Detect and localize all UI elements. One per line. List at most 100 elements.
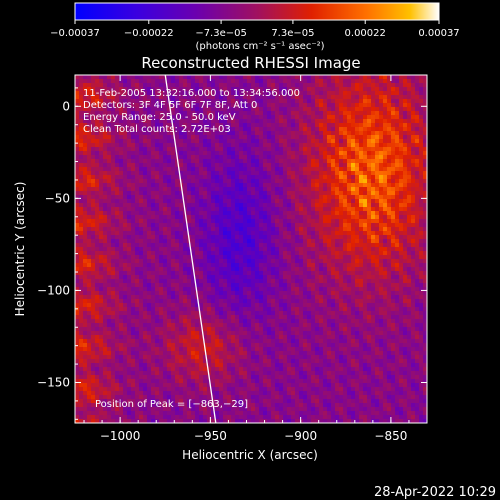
heatmap-cell xyxy=(223,171,227,175)
heatmap-cell xyxy=(199,231,203,235)
heatmap-cell xyxy=(151,247,155,251)
heatmap-cell xyxy=(155,287,159,291)
heatmap-cell xyxy=(411,263,415,267)
heatmap-cell xyxy=(303,103,307,107)
heatmap-cell xyxy=(123,91,127,95)
heatmap-cell xyxy=(315,279,319,283)
heatmap-cell xyxy=(151,175,155,179)
heatmap-cell xyxy=(119,275,123,279)
heatmap-cell xyxy=(299,203,303,207)
heatmap-cell xyxy=(415,291,419,295)
heatmap-cell xyxy=(191,123,195,127)
heatmap-cell xyxy=(395,243,399,247)
heatmap-cell xyxy=(135,291,139,295)
heatmap-cell xyxy=(103,299,107,303)
heatmap-cell xyxy=(399,287,403,291)
heatmap-cell xyxy=(147,243,151,247)
heatmap-cell xyxy=(371,111,375,115)
heatmap-cell xyxy=(163,235,167,239)
heatmap-cell xyxy=(391,215,395,219)
heatmap-cell xyxy=(211,119,215,123)
heatmap-cell xyxy=(415,271,419,275)
heatmap-cell xyxy=(251,159,255,163)
heatmap-cell xyxy=(91,211,95,215)
heatmap-cell xyxy=(143,239,147,243)
heatmap-cell xyxy=(263,123,267,127)
heatmap-cell xyxy=(343,207,347,211)
heatmap-cell xyxy=(227,111,231,115)
heatmap-cell xyxy=(271,151,275,155)
heatmap-cell xyxy=(287,183,291,187)
heatmap-cell xyxy=(255,207,259,211)
heatmap-cell xyxy=(295,287,299,291)
heatmap-cell xyxy=(311,167,315,171)
heatmap-cell xyxy=(207,79,211,83)
heatmap-cell xyxy=(347,231,351,235)
heatmap-cell xyxy=(263,187,267,191)
heatmap-cell xyxy=(235,147,239,151)
heatmap-cell xyxy=(399,167,403,171)
heatmap-cell xyxy=(111,83,115,87)
heatmap-cell xyxy=(379,115,383,119)
heatmap-cell xyxy=(171,175,175,179)
heatmap-cell xyxy=(131,295,135,299)
heatmap-cell xyxy=(179,211,183,215)
heatmap-cell xyxy=(403,263,407,267)
heatmap-cell xyxy=(231,263,235,267)
heatmap-cell xyxy=(159,199,163,203)
heatmap-cell xyxy=(267,159,271,163)
heatmap-cell xyxy=(111,111,115,115)
heatmap-cell xyxy=(143,103,147,107)
heatmap-cell xyxy=(367,143,371,147)
heatmap-cell xyxy=(147,239,151,243)
heatmap-cell xyxy=(95,131,99,135)
heatmap-cell xyxy=(147,255,151,259)
heatmap-cell xyxy=(163,179,167,183)
heatmap-cell xyxy=(187,287,191,291)
heatmap-cell xyxy=(263,291,267,295)
heatmap-cell xyxy=(195,119,199,123)
heatmap-cell xyxy=(391,195,395,199)
heatmap-cell xyxy=(111,139,115,143)
heatmap-cell xyxy=(183,103,187,107)
heatmap-cell xyxy=(75,195,79,199)
heatmap-cell xyxy=(127,179,131,183)
heatmap-cell xyxy=(315,83,319,87)
heatmap-cell xyxy=(303,139,307,143)
colorbar-tick-label: −0.00037 xyxy=(50,28,100,39)
heatmap-cell xyxy=(247,235,251,239)
heatmap-cell xyxy=(163,243,167,247)
heatmap-cell xyxy=(111,203,115,207)
heatmap-cell xyxy=(267,255,271,259)
heatmap-cell xyxy=(407,247,411,251)
heatmap-cell xyxy=(79,155,83,159)
heatmap-cell xyxy=(159,191,163,195)
heatmap-cell xyxy=(191,287,195,291)
heatmap-cell xyxy=(411,247,415,251)
heatmap-cell xyxy=(211,163,215,167)
heatmap-cell xyxy=(367,295,371,299)
heatmap-cell xyxy=(367,131,371,135)
heatmap-cell xyxy=(271,107,275,111)
heatmap-cell xyxy=(91,223,95,227)
heatmap-cell xyxy=(259,103,263,107)
heatmap-cell xyxy=(359,191,363,195)
heatmap-cell xyxy=(191,271,195,275)
heatmap-cell xyxy=(255,283,259,287)
heatmap-cell xyxy=(211,87,215,91)
heatmap-cell xyxy=(87,183,91,187)
heatmap-cell xyxy=(407,239,411,243)
heatmap-cell xyxy=(163,83,167,87)
heatmap-cell xyxy=(407,263,411,267)
heatmap-cell xyxy=(215,283,219,287)
heatmap-cell xyxy=(371,99,375,103)
heatmap-cell xyxy=(103,111,107,115)
heatmap-cell xyxy=(155,275,159,279)
heatmap-cell xyxy=(143,267,147,271)
heatmap-cell xyxy=(423,207,427,211)
heatmap-cell xyxy=(387,279,391,283)
heatmap-cell xyxy=(143,127,147,131)
heatmap-cell xyxy=(395,271,399,275)
heatmap-cell xyxy=(195,259,199,263)
heatmap-cell xyxy=(107,271,111,275)
